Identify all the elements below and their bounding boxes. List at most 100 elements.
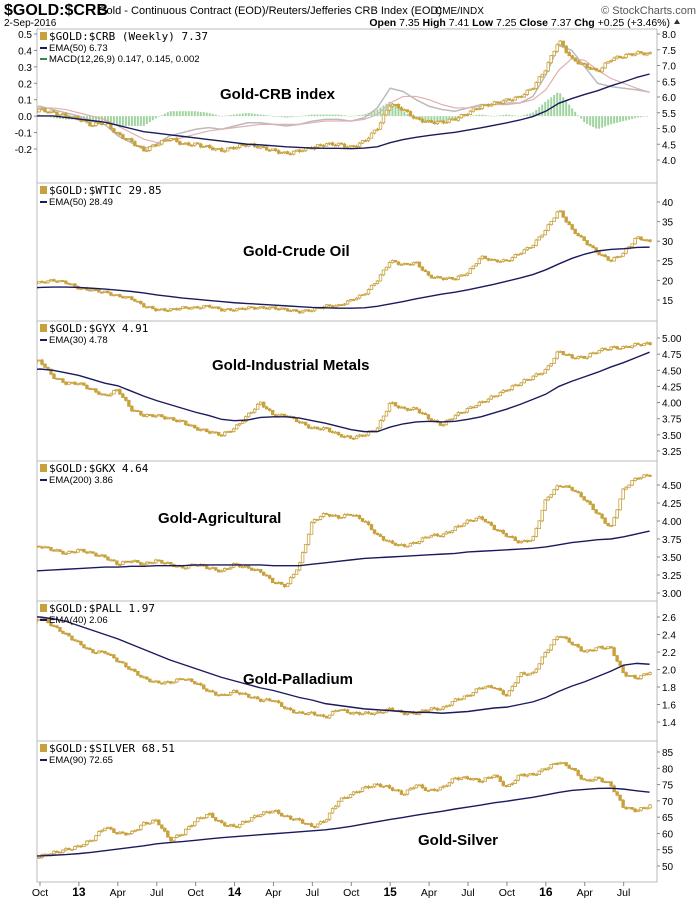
price-candle <box>618 255 622 258</box>
y-tick-label: 35 <box>662 218 674 229</box>
price-candle <box>264 405 269 410</box>
macd-histogram-bar <box>577 115 580 117</box>
ema-line <box>37 787 650 857</box>
price-candle <box>414 261 419 264</box>
price-candle <box>570 486 574 492</box>
price-candle <box>73 283 77 287</box>
macd-histogram-bar <box>514 115 517 117</box>
macd-histogram-bar <box>559 93 562 117</box>
price-candle <box>127 399 131 407</box>
macd-histogram-bar <box>106 116 109 123</box>
price-candle <box>285 150 290 155</box>
macd-histogram-bar <box>640 116 643 118</box>
price-candle <box>109 291 113 297</box>
legend-entry: $GOLD:$PALL 1.97 <box>49 602 155 615</box>
price-candle <box>70 635 74 641</box>
price-candle <box>58 851 62 854</box>
price-candle <box>70 848 74 851</box>
macd-histogram-bar <box>316 114 319 117</box>
price-candle <box>642 239 646 242</box>
price-candle <box>217 819 221 822</box>
macd-histogram-bar <box>139 116 142 126</box>
price-candle <box>196 305 200 309</box>
price-candle <box>258 814 263 818</box>
price-candle <box>573 57 577 62</box>
price-candle <box>199 142 203 149</box>
price-candle <box>151 305 155 310</box>
panel-title: Gold-Silver <box>418 832 498 849</box>
price-candle <box>519 540 523 544</box>
y-tick-label: 3.50 <box>662 431 682 442</box>
panel-title: Gold-Palladium <box>243 671 353 688</box>
price-candle <box>546 766 550 771</box>
price-candle <box>112 127 116 133</box>
macd-histogram-bar <box>286 116 289 118</box>
price-candle <box>282 307 287 311</box>
y-tick-label: 50 <box>662 862 674 873</box>
price-candle <box>501 99 505 105</box>
price-candle <box>223 430 227 437</box>
price-candle <box>621 56 625 59</box>
macd-histogram-bar <box>394 105 397 117</box>
price-candle <box>450 530 455 534</box>
price-candle <box>627 806 631 810</box>
price-candle <box>264 145 269 151</box>
price-candle <box>546 648 550 654</box>
price-candle <box>516 676 520 684</box>
price-candle <box>130 829 134 835</box>
plot-area <box>37 761 652 859</box>
panel-frame <box>36 740 658 883</box>
price-candle <box>357 141 362 148</box>
price-candle <box>567 637 571 643</box>
price-candle <box>552 357 556 364</box>
price-candle <box>202 145 206 148</box>
macd-histogram-bar <box>88 116 91 121</box>
price-candle <box>235 146 239 150</box>
price-candle <box>585 499 589 503</box>
price-candle <box>151 819 155 824</box>
price-candle <box>474 688 479 694</box>
price-candle <box>597 69 601 73</box>
macd-histogram-bar <box>613 116 616 124</box>
price-candle <box>534 773 538 776</box>
price-candle <box>603 347 607 351</box>
price-candle <box>82 548 86 553</box>
macd-histogram-bar <box>307 114 310 117</box>
price-candle <box>169 561 173 566</box>
price-candle <box>324 512 329 515</box>
price-candle <box>285 582 290 588</box>
macd-histogram-bar <box>493 116 496 117</box>
price-candle <box>330 710 335 716</box>
price-candle <box>67 632 71 637</box>
y-tick-label: 6.5 <box>662 77 676 88</box>
macd-line <box>37 44 650 150</box>
price-candle <box>639 51 643 55</box>
price-candle <box>26 550 29 551</box>
price-candle <box>109 392 113 397</box>
price-candle <box>474 777 479 781</box>
macd-histogram-bar <box>274 116 277 117</box>
price-candle <box>462 522 467 527</box>
legend-entry: EMA(40) 2.06 <box>49 615 108 626</box>
price-candle <box>549 763 553 770</box>
price-candle <box>555 484 559 491</box>
price-candle <box>70 283 74 286</box>
price-candle <box>148 822 152 825</box>
price-candle <box>339 797 344 802</box>
price-candle <box>103 827 107 832</box>
price-candle <box>561 210 565 218</box>
price-candle <box>94 652 98 655</box>
price-candle <box>321 713 326 718</box>
price-candle <box>145 676 149 681</box>
macd-histogram-bar <box>355 115 358 117</box>
price-candle <box>621 488 625 500</box>
panel-frame <box>36 320 658 462</box>
price-candle <box>393 103 398 106</box>
price-candle <box>357 514 362 520</box>
macd-histogram-bar <box>508 114 511 117</box>
price-candle <box>426 789 431 792</box>
price-candle <box>450 118 455 121</box>
price-candle <box>414 406 419 410</box>
price-candle <box>495 259 500 263</box>
legend-entry: $GOLD:$GKX 4.64 <box>49 462 149 475</box>
